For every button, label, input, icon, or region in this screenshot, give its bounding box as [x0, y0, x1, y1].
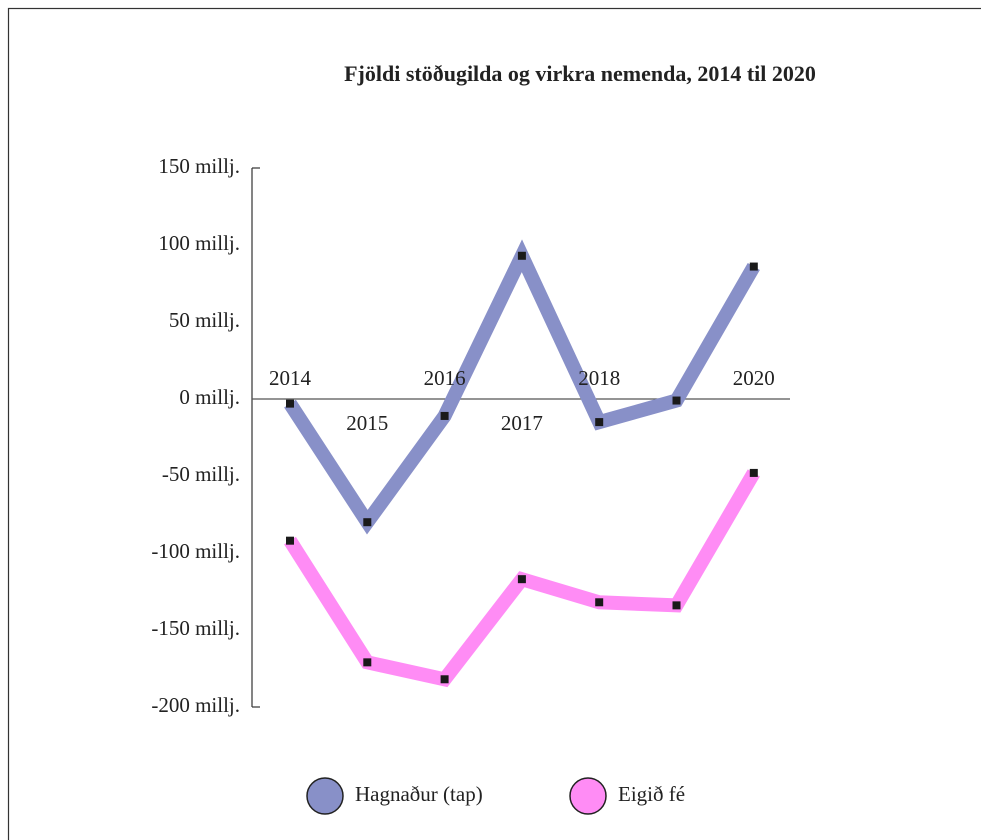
x-tick-label: 2017 [501, 411, 543, 435]
point-marker [672, 601, 681, 610]
point-marker [440, 675, 449, 684]
y-tick-label: 50 millj. [169, 308, 240, 332]
point-marker [363, 518, 372, 527]
point-marker [363, 658, 372, 667]
point-marker [749, 262, 758, 271]
point-marker [749, 468, 758, 477]
x-tick-label: 2014 [269, 366, 312, 390]
series-line [284, 239, 760, 535]
legend-label: Eigið fé [618, 782, 685, 806]
y-tick-label: 0 millj. [179, 385, 240, 409]
y-tick-label: -150 millj. [151, 616, 240, 640]
chart-title: Fjöldi stöðugilda og virkra nemenda, 201… [344, 61, 816, 86]
x-tick-label: 2016 [424, 366, 466, 390]
y-tick-label: -200 millj. [151, 693, 240, 717]
y-tick-label: 150 millj. [158, 154, 240, 178]
y-tick-label: 100 millj. [158, 231, 240, 255]
legend-swatch [306, 777, 344, 815]
y-tick-label: -50 millj. [162, 462, 240, 486]
legend-label: Hagnaður (tap) [355, 782, 483, 806]
point-marker [595, 598, 604, 607]
point-marker [286, 399, 294, 408]
point-marker [517, 575, 526, 584]
frame [7, 7, 981, 840]
point-marker [517, 251, 526, 260]
x-tick-label: 2015 [346, 411, 388, 435]
point-marker [286, 536, 294, 545]
legend-swatch [569, 777, 607, 815]
point-marker [672, 396, 681, 405]
x-tick-label: 2018 [578, 366, 620, 390]
point-marker [595, 418, 604, 427]
y-tick-label: -100 millj. [151, 539, 240, 563]
x-tick-label: 2020 [733, 366, 775, 390]
point-marker [440, 411, 449, 420]
